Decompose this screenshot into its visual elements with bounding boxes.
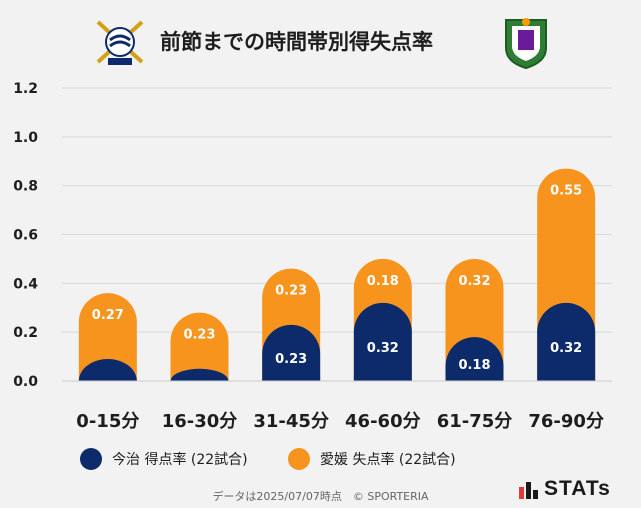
page-title: 前節までの時間帯別得失点率 [160,30,433,54]
data-label-home: 0.32 [367,341,399,356]
x-tick-label: 0-15分 [76,411,139,432]
bar-home [353,302,412,381]
data-label-home: 0.18 [458,358,490,373]
data-label-home: 0.32 [550,341,582,356]
legend-swatch-away [288,448,310,470]
x-tick-label: 46-60分 [345,411,421,432]
bar-away [78,293,137,381]
data-label-away: 0.55 [550,184,582,199]
y-tick-label: 0.4 [13,276,38,292]
bar-home [78,359,137,381]
y-tick-label: 0.2 [13,325,38,341]
bar-home [537,302,596,381]
footer-credit: データは2025/07/07時点 © SPORTERIA [212,490,429,503]
legend-item-home: 今治 得点率 (22試合) [80,448,248,470]
y-tick-label: 0.6 [13,228,38,244]
data-label-away: 0.32 [458,274,490,289]
data-label-away: 0.18 [367,274,399,289]
bar-chart: 0.0 0.2 0.4 0.6 0.8 1.0 1.2 0.27 0-15分 0.23 16-30分… [13,81,612,432]
bar-home [445,337,504,381]
y-tick-label: 0.8 [13,179,38,195]
x-tick-label: 31-45分 [253,411,329,432]
home-club-emblem-icon [96,20,144,65]
legend-swatch-home [80,448,102,470]
x-tick-label: 61-75分 [437,411,513,432]
bar-home [170,368,229,381]
x-tick-label: 76-90分 [528,411,604,432]
data-label-away: 0.27 [92,308,124,323]
legend-item-away: 愛媛 失点率 (22試合) [288,448,456,470]
legend: 今治 得点率 (22試合) 愛媛 失点率 (22試合) [0,448,641,478]
away-club-emblem-icon [505,18,547,70]
brand-logo: STATs [518,476,611,502]
x-tick-label: 16-30分 [162,411,238,432]
bar-home [262,324,321,381]
data-label-home: 0.23 [275,352,307,367]
y-tick-label: 1.0 [13,130,38,146]
chart-header: 前節までの時間帯別得失点率 [0,0,641,80]
bar-away [170,312,229,381]
data-label-away: 0.23 [183,328,215,343]
y-tick-label: 1.2 [13,81,38,97]
y-tick-label: 0.0 [13,374,38,390]
legend-label-away: 愛媛 失点率 (22試合) [320,452,456,468]
stats-logo-icon [519,482,538,499]
brand-name: STATs [544,477,611,500]
data-label-away: 0.23 [275,284,307,299]
legend-label-home: 今治 得点率 (22試合) [112,452,248,468]
